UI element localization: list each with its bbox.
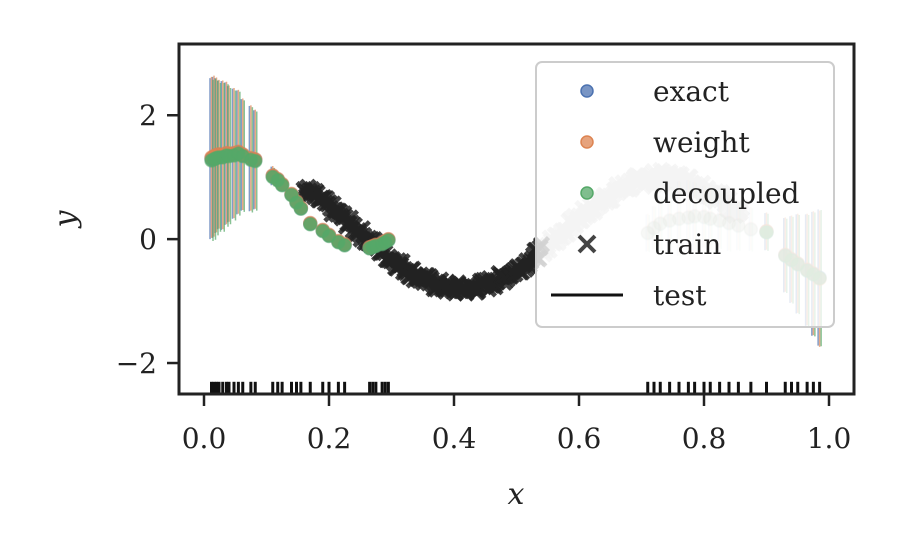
x-tick-label: 0.6 <box>557 422 602 455</box>
x-axis-label: x <box>508 477 525 512</box>
legend-entry-test: test <box>551 279 707 312</box>
y-tick-label: −2 <box>116 347 157 380</box>
legend-box <box>535 61 835 328</box>
x-tick-label: 1.0 <box>807 422 852 455</box>
decoupled-point <box>303 217 318 232</box>
legend-label: weight <box>653 126 750 159</box>
legend-entry-exact: exact <box>580 75 730 108</box>
decoupled-point <box>337 238 352 253</box>
legend-dot-icon <box>580 84 594 98</box>
x-tick-label: 0.2 <box>307 422 352 455</box>
x-tick-label: 0.4 <box>432 422 477 455</box>
legend-label: exact <box>653 75 730 108</box>
legend: exact weight decoupled train test <box>535 61 835 328</box>
legend-label: test <box>653 279 707 312</box>
legend-dot-icon <box>580 186 594 200</box>
legend-label: train <box>653 228 721 261</box>
decoupled-point <box>293 201 309 217</box>
decoupled-point <box>381 233 396 248</box>
plot-frame <box>177 42 856 396</box>
x-tick-label: 0.0 <box>182 422 227 455</box>
x-axis-ticks: 0.0 0.2 0.4 0.6 0.8 1.0 <box>182 395 852 455</box>
y-axis-label: y <box>48 209 83 229</box>
legend-cross-icon <box>577 234 597 254</box>
x-tick-label: 0.8 <box>682 422 727 455</box>
legend-entry-weight: weight <box>580 126 750 159</box>
legend-label: decoupled <box>653 177 800 210</box>
legend-entry-train: train <box>577 228 721 261</box>
decoupled-point <box>248 153 263 169</box>
y-tick-label: 2 <box>139 99 157 132</box>
decoupled-point <box>274 177 290 193</box>
rug-marks <box>210 381 822 394</box>
legend-entry-decoupled: decoupled <box>580 177 800 210</box>
legend-dot-icon <box>580 135 594 149</box>
y-axis-ticks: −2 0 2 <box>116 99 178 380</box>
y-tick-label: 0 <box>139 223 157 256</box>
